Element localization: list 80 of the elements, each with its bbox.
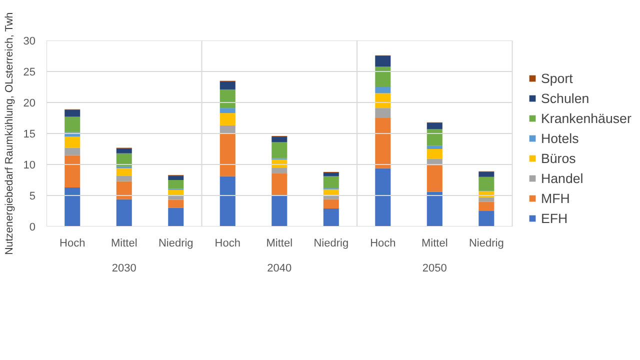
legend-label: EFH	[541, 210, 568, 226]
bar	[220, 81, 236, 90]
y-tick-label: 25	[23, 66, 36, 78]
x-tick-label: Mittel	[422, 238, 448, 250]
legend-label: MFH	[541, 190, 570, 206]
legend-label: Büros	[541, 150, 576, 166]
y-tick-label: 20	[23, 98, 36, 110]
bar	[220, 113, 236, 126]
bar	[116, 199, 132, 226]
bar	[375, 93, 391, 108]
bar	[168, 196, 184, 200]
bar	[426, 192, 442, 226]
bar	[272, 136, 288, 142]
bar	[426, 146, 442, 149]
bar	[375, 168, 391, 226]
bar	[375, 87, 391, 94]
bar	[478, 172, 494, 177]
bar	[168, 200, 184, 208]
y-tick-label: 15	[23, 128, 36, 140]
bar	[375, 56, 391, 67]
bar	[64, 110, 80, 117]
bar	[478, 211, 494, 226]
bar	[168, 176, 184, 180]
bar	[478, 197, 494, 202]
x-tick-label: Hoch	[214, 238, 240, 250]
legend-label: Handel	[541, 170, 584, 186]
text: 2030	[112, 262, 136, 274]
bar	[375, 108, 391, 118]
bar	[375, 66, 391, 87]
y-tick-label: 10	[23, 160, 36, 172]
bar	[64, 148, 80, 156]
legend-label: Hotels	[541, 130, 579, 146]
x-tick-label: Hoch	[60, 238, 86, 250]
bar	[220, 125, 236, 134]
bar	[478, 202, 494, 211]
bar	[323, 199, 339, 209]
bar	[116, 148, 132, 154]
legend-label: Schulen	[541, 90, 590, 106]
bar	[272, 142, 288, 158]
bar	[116, 168, 132, 176]
bar	[272, 196, 288, 226]
x-tick-label: Niedrig	[158, 238, 194, 250]
bar	[220, 176, 236, 226]
bar	[426, 129, 442, 146]
bar	[272, 173, 288, 196]
y-axis-title: Nutzenergiebedarf Raumkühlung, OLsterreich, Twh	[3, 12, 16, 255]
bar	[64, 116, 80, 132]
bar	[116, 176, 132, 182]
bar	[323, 176, 339, 188]
bar	[220, 108, 236, 114]
x-tick-label: Niedrig	[314, 238, 349, 250]
bar	[116, 153, 132, 166]
x-tick-label: Niedrig	[468, 238, 504, 250]
y-tick-label: 0	[29, 222, 36, 234]
bar	[375, 118, 391, 168]
x-tick-label: Mittel	[110, 238, 138, 250]
bar	[478, 176, 494, 191]
bar	[220, 134, 236, 176]
y-tick-label: 5	[29, 190, 36, 202]
bar	[64, 136, 80, 148]
bar	[323, 189, 339, 195]
bar	[272, 168, 288, 174]
text: 2040	[267, 262, 292, 274]
bar	[64, 187, 80, 226]
bar	[168, 180, 184, 189]
bar	[116, 181, 132, 200]
bar	[426, 122, 442, 130]
x-tick-label: Mittel	[266, 238, 293, 250]
bar	[323, 208, 339, 226]
y-tick-label: 30	[23, 36, 36, 48]
text: 2050	[422, 262, 447, 274]
bar	[64, 155, 80, 188]
x-tick-label: Hoch	[370, 238, 396, 250]
legend-label: Krankenhäuser	[541, 110, 632, 126]
bar	[426, 149, 442, 159]
bar	[426, 165, 442, 192]
bar	[220, 89, 236, 108]
legend-label: Sport	[541, 70, 573, 86]
bar	[168, 208, 184, 226]
bar	[323, 172, 339, 176]
